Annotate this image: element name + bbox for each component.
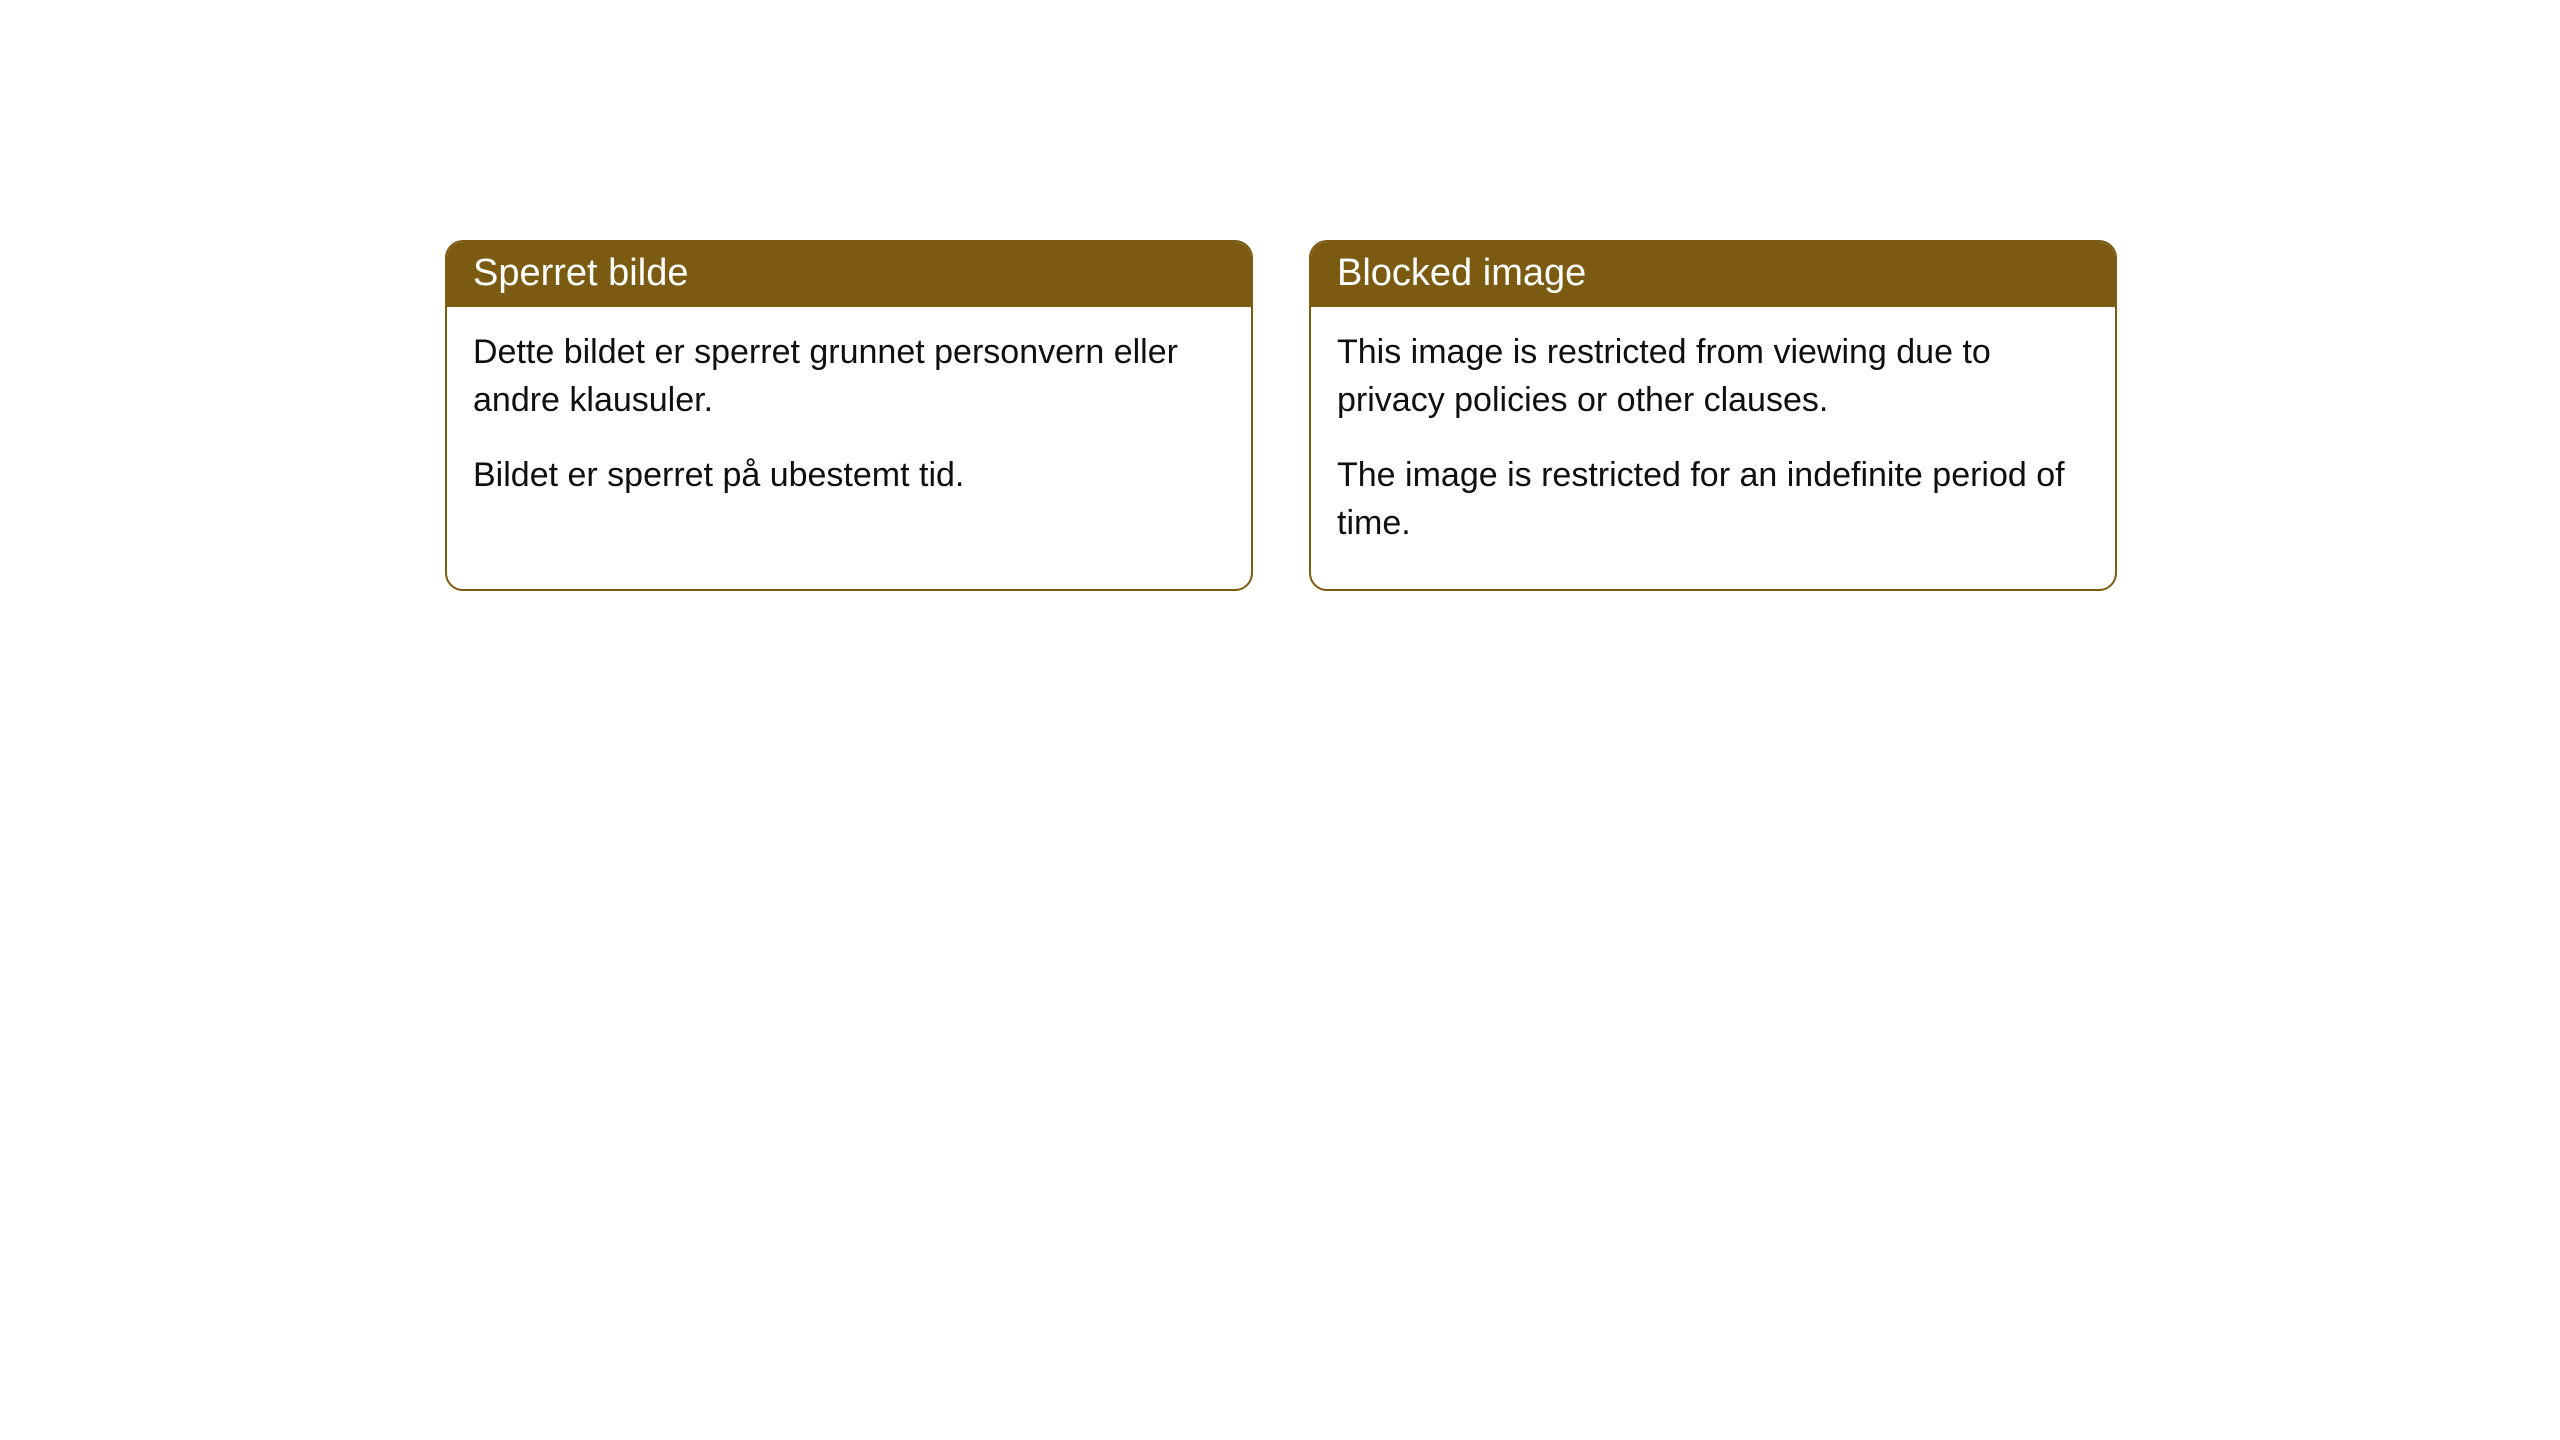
card-body: Dette bildet er sperret grunnet personve… [447, 307, 1251, 542]
card-body: This image is restricted from viewing du… [1311, 307, 2115, 589]
card-title: Sperret bilde [473, 252, 688, 294]
card-paragraph: This image is restricted from viewing du… [1337, 329, 2089, 424]
card-title: Blocked image [1337, 252, 1586, 294]
blocked-image-card-english: Blocked image This image is restricted f… [1309, 240, 2117, 591]
card-header: Blocked image [1311, 242, 2115, 307]
card-paragraph: The image is restricted for an indefinit… [1337, 452, 2089, 547]
card-paragraph: Dette bildet er sperret grunnet personve… [473, 329, 1225, 424]
card-paragraph: Bildet er sperret på ubestemt tid. [473, 452, 1225, 500]
notice-cards-container: Sperret bilde Dette bildet er sperret gr… [445, 240, 2117, 591]
blocked-image-card-norwegian: Sperret bilde Dette bildet er sperret gr… [445, 240, 1253, 591]
card-header: Sperret bilde [447, 242, 1251, 307]
